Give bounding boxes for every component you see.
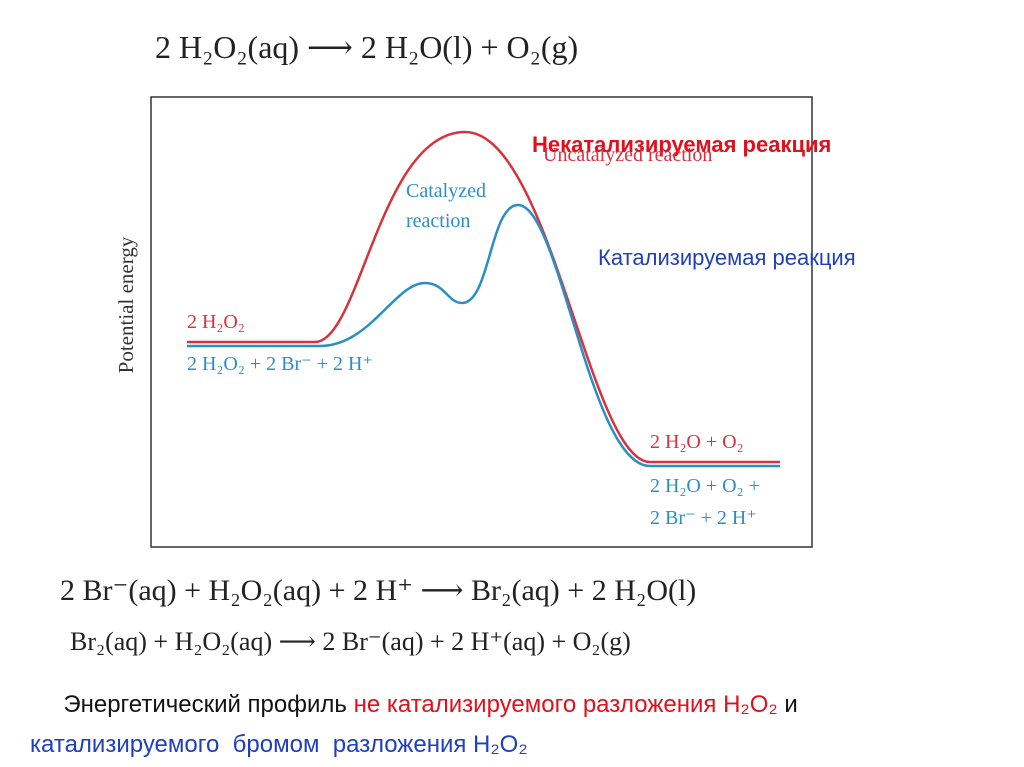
product-catalyzed: 2 Br⁻ + 2 H⁺: [650, 507, 757, 529]
caption-line: Энергетический профиль не катализируемог…: [30, 691, 818, 718]
equation-step: 2 Br⁻(aq) + H₂O₂(aq) + 2 H⁺ ⟶ Br₂(aq) + …: [60, 574, 696, 607]
reactant-catalyzed: 2 H₂O₂ + 2 Br⁻ + 2 H⁺: [187, 353, 373, 375]
equation-top: 2 H₂O₂(aq) ⟶ 2 H₂O(l) + O₂(g): [155, 29, 578, 65]
catalyzed-curve: [187, 203, 780, 468]
caption-blue: катализируемого бромом разложения H₂O₂: [30, 731, 528, 758]
uncatalyzed-curve: [187, 130, 780, 464]
product-uncatalyzed: 2 H₂O + O₂: [650, 431, 744, 453]
product-catalyzed: 2 H₂O + O₂ +: [650, 475, 760, 497]
caption-red: не катализируемого разложения H₂O₂: [354, 691, 778, 718]
catalyzed-label: Catalyzed: [406, 180, 486, 202]
diagram-frame: [150, 96, 813, 548]
reactant-uncatalyzed: 2 H₂O₂: [187, 311, 245, 333]
uncatalyzed-label: Uncatalyzed reaction: [543, 144, 712, 166]
catalyzed-label-ru: Катализируемая реакция: [598, 245, 856, 270]
catalyzed-label: reaction: [406, 210, 470, 232]
caption-text: Энергетический профиль: [63, 691, 353, 718]
y-axis-label: Potential energy: [114, 236, 138, 373]
caption-text: и: [778, 691, 798, 718]
equation-step: Br₂(aq) + H₂O₂(aq) ⟶ 2 Br⁻(aq) + 2 H⁺(aq…: [70, 627, 631, 656]
uncatalyzed-label-ru: Некатализируемая реакция: [532, 132, 831, 157]
